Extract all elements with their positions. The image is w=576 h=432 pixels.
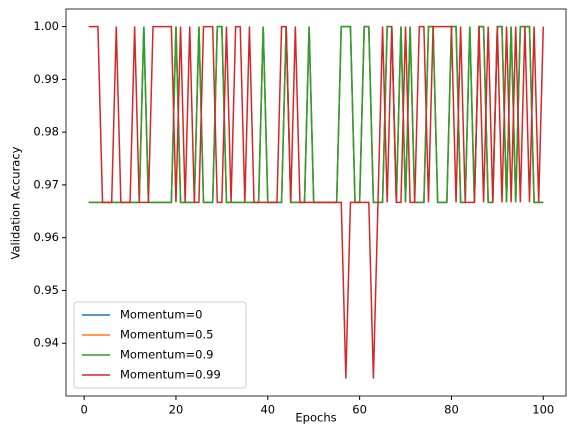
legend-box <box>73 301 247 389</box>
y-tick-label: 0.94 <box>33 336 59 350</box>
x-tick-label: 40 <box>260 403 275 417</box>
series-line <box>88 25 545 379</box>
legend-label: Momentum=0 <box>120 308 202 322</box>
y-tick-label: 1.00 <box>33 19 59 33</box>
x-tick-label: 20 <box>169 403 184 417</box>
y-tick-label: 0.95 <box>33 283 59 297</box>
y-tick-label: 0.96 <box>33 230 59 244</box>
legend-label: Momentum=0.99 <box>120 368 221 382</box>
x-tick-label: 0 <box>80 403 87 417</box>
legend-label: Momentum=0.9 <box>120 348 213 362</box>
y-axis-label: Validation Accuracy <box>9 146 23 259</box>
y-tick-label: 0.99 <box>33 72 59 86</box>
x-tick-label: 100 <box>532 403 554 417</box>
plot-frame <box>65 8 567 397</box>
y-tick-label: 0.97 <box>33 177 59 191</box>
x-tick-label: 60 <box>352 403 367 417</box>
legend-label: Momentum=0.5 <box>120 328 213 342</box>
x-axis-label: Epochs <box>295 411 336 425</box>
x-tick-label: 80 <box>444 403 459 417</box>
y-tick-label: 0.98 <box>33 125 59 139</box>
